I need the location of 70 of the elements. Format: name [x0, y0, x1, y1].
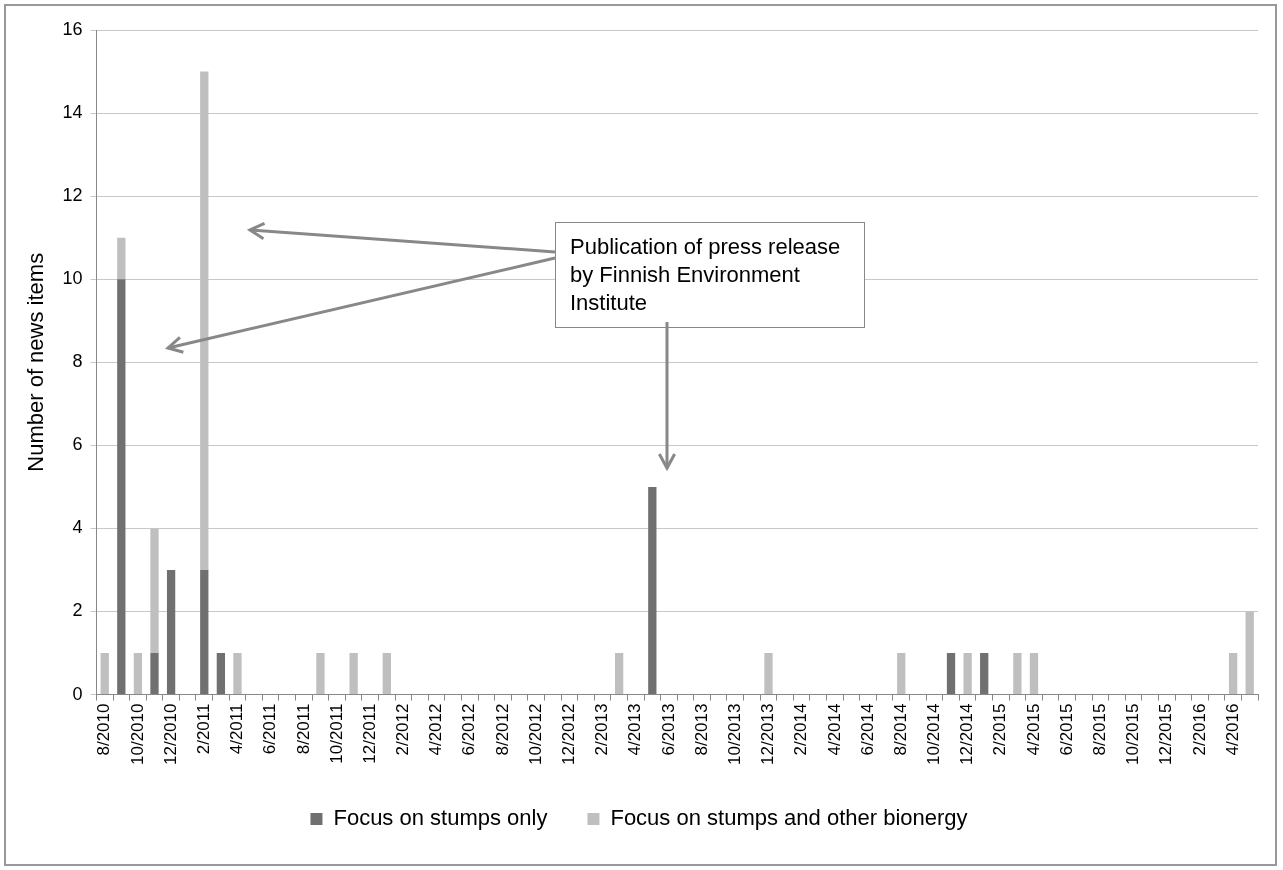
- x-tick-label: 12/2010: [160, 703, 180, 765]
- x-tick-label: 4/2014: [824, 703, 844, 756]
- y-tick-label: 16: [62, 18, 83, 39]
- x-tick-label: 12/2015: [1156, 703, 1176, 765]
- bar: [1228, 653, 1238, 695]
- x-tick-label: 8/2014: [890, 703, 910, 756]
- bar: [100, 653, 109, 695]
- bar: [216, 653, 226, 695]
- bar: [614, 653, 624, 695]
- bar: [382, 653, 391, 695]
- bar: [316, 653, 325, 695]
- y-tick-label: 14: [62, 102, 83, 123]
- x-tick-label: 4/2016: [1222, 703, 1242, 756]
- x-tick-label: 10/2012: [525, 703, 545, 765]
- bar: [166, 569, 176, 695]
- bar: [1029, 653, 1039, 695]
- x-tick-label: 10/2013: [724, 703, 744, 765]
- x-tick-label: 4/2013: [625, 703, 645, 756]
- x-tick-label: 2/2011: [193, 703, 213, 755]
- x-tick-label: 4/2011: [227, 703, 247, 755]
- bar: [133, 653, 143, 695]
- y-tick-label: 4: [72, 517, 83, 538]
- x-tick-label: 2/2016: [1189, 703, 1209, 756]
- x-tick-label: 8/2015: [1090, 703, 1110, 756]
- bar: [233, 653, 242, 695]
- bar: [897, 653, 906, 695]
- y-tick-label: 2: [72, 600, 83, 621]
- x-tick-label: 6/2014: [857, 703, 877, 756]
- x-tick-label: 12/2012: [559, 703, 579, 765]
- y-tick-label: 6: [72, 434, 83, 455]
- bar: [946, 653, 956, 695]
- x-tick-label: 8/2013: [691, 703, 711, 756]
- bar: [150, 653, 159, 695]
- x-tick-label: 8/2011: [293, 703, 313, 755]
- bar: [117, 237, 126, 280]
- x-tick-label: 12/2014: [957, 703, 977, 765]
- x-tick-label: 12/2013: [758, 703, 778, 765]
- x-tick-label: 6/2011: [260, 703, 280, 755]
- bar: [200, 569, 209, 695]
- x-tick-label: 10/2014: [924, 703, 944, 765]
- y-axis-title: Number of news items: [23, 252, 49, 472]
- x-tick-label: 6/2012: [459, 703, 479, 756]
- x-tick-label: 4/2015: [1023, 703, 1043, 756]
- y-tick-label: 0: [72, 683, 83, 704]
- bar: [117, 279, 126, 695]
- x-tick-label: 10/2011: [326, 703, 346, 764]
- x-tick-label: 4/2012: [426, 703, 446, 756]
- x-tick-label: 10/2010: [127, 703, 147, 765]
- x-tick-label: 2/2015: [990, 703, 1010, 756]
- y-tick-label: 12: [62, 185, 83, 206]
- bar: [1013, 653, 1022, 695]
- bar: [648, 486, 657, 695]
- bar: [764, 653, 773, 695]
- annotation: Publication of press release by Finnish Environment Institute: [555, 222, 865, 328]
- x-tick-label: 2/2013: [592, 703, 612, 756]
- bar: [349, 653, 358, 695]
- legend-label: Focus on stumps and other bionergy: [610, 805, 968, 831]
- x-tick-label: 2/2012: [393, 703, 413, 756]
- x-tick-label: 2/2014: [791, 703, 811, 756]
- x-tick-label: 6/2015: [1056, 703, 1076, 756]
- x-tick-label: 8/2010: [94, 703, 114, 756]
- x-tick-label: 12/2011: [359, 703, 379, 764]
- bar: [980, 653, 989, 695]
- y-tick-label: 10: [62, 268, 83, 289]
- x-tick-label: 8/2012: [492, 703, 512, 756]
- bar: [963, 653, 972, 695]
- x-tick-label: 10/2015: [1123, 703, 1143, 765]
- legend-label: Focus on stumps only: [333, 805, 548, 831]
- x-tick-label: 6/2013: [658, 703, 678, 756]
- y-tick-label: 8: [72, 351, 83, 372]
